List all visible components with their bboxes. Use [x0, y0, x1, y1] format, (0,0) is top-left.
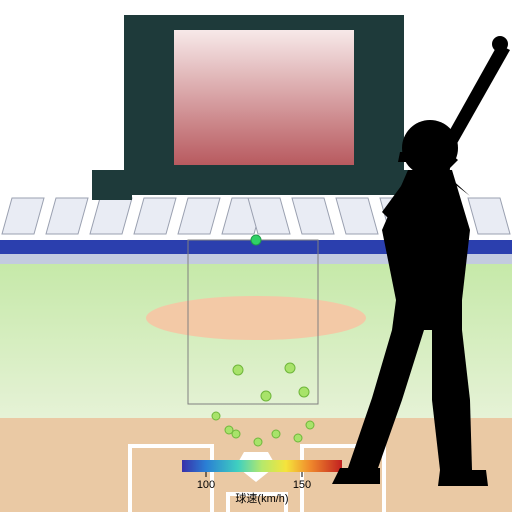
- scoreboard: [92, 15, 436, 200]
- scoreboard-screen: [174, 30, 354, 165]
- legend-label: 球速(km/h): [235, 491, 288, 505]
- svg-text:100: 100: [197, 479, 215, 491]
- pitchers-mound: [146, 296, 366, 340]
- legend-gradient-bar: [182, 460, 342, 472]
- scene-svg: 100 150 球速(km/h): [0, 0, 512, 512]
- svg-text:150: 150: [293, 479, 311, 491]
- zone-top-marker: [251, 235, 261, 245]
- pitch-location-diagram: 100 150 球速(km/h): [0, 0, 512, 512]
